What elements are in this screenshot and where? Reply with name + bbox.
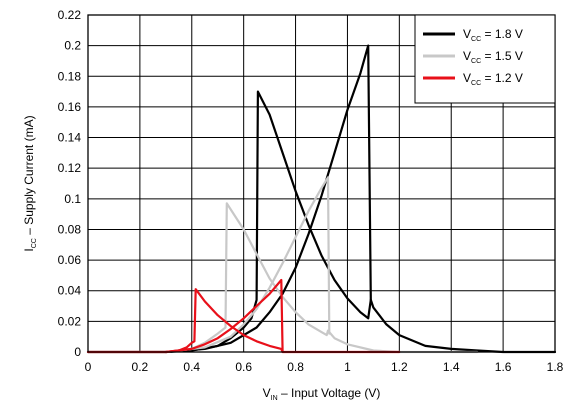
x-axis-label: VIN – Input Voltage (V): [263, 386, 381, 402]
y-tick-label: 0.04: [58, 284, 82, 298]
x-tick-label: 1.4: [443, 360, 460, 374]
series-line: [86, 90, 557, 354]
x-tick-label: 1.6: [495, 360, 512, 374]
x-tick-label: 1.2: [391, 360, 408, 374]
legend-label: VCC = 1.8 V: [463, 27, 523, 43]
legend-label: VCC = 1.2 V: [463, 71, 523, 87]
y-axis-label: ICC – Supply Current (mA): [22, 115, 38, 251]
y-tick-label: 0.12: [58, 161, 82, 175]
plot-frame: [87, 14, 556, 353]
y-tick-label: 0.14: [58, 131, 82, 145]
x-tick-label: 0.6: [235, 360, 252, 374]
y-tick-label: 0.18: [58, 69, 82, 83]
x-tick-label: 0.2: [132, 360, 149, 374]
series-line: [164, 44, 372, 354]
y-tick-label: 0.16: [58, 100, 82, 114]
x-tick-label: 0.4: [183, 360, 200, 374]
series-0: [86, 44, 557, 354]
y-tick-label: 0.06: [58, 253, 82, 267]
x-tick-label: 1: [344, 360, 351, 374]
x-tick-label: 0.8: [287, 360, 304, 374]
y-tick-label: 0.02: [58, 314, 82, 328]
series-2: [86, 278, 401, 354]
y-tick-label: 0: [74, 345, 81, 359]
y-tick-label: 0.22: [58, 8, 82, 22]
y-tick-labels: 0 0.02 0.04 0.06 0.08 0.1 0.12 0.14 0.16 0.18 0.2 0…: [58, 8, 82, 359]
legend-box: [414, 14, 556, 104]
series-line: [164, 176, 331, 354]
legend-label: VCC = 1.5 V: [463, 49, 523, 65]
legend: VCC = 1.8 V VCC = 1.5 V VCC = 1.2 V: [414, 14, 556, 104]
x-tick-label: 0: [85, 360, 92, 374]
y-tick-label: 0.2: [64, 39, 81, 53]
series-layer: [86, 44, 557, 354]
series-line: [164, 278, 284, 354]
x-tick-label: 1.8: [547, 360, 564, 374]
x-tick-labels: 0 0.2 0.4 0.6 0.8 1 1.2 1.4 1.6 1.8: [85, 360, 564, 374]
y-tick-label: 0.08: [58, 222, 82, 236]
y-tick-label: 0.1: [64, 192, 81, 206]
